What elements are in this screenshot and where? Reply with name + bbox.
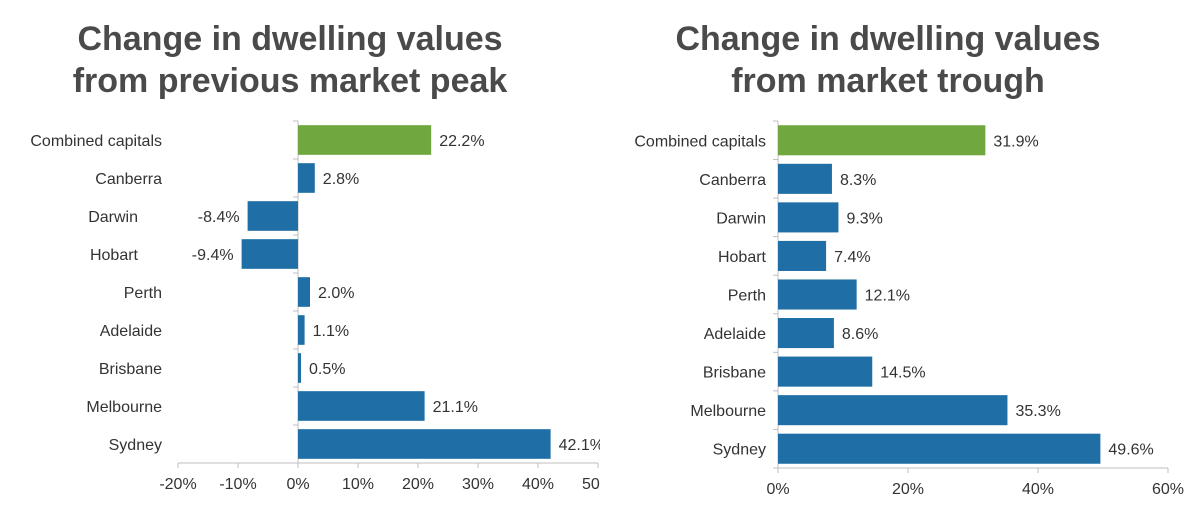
left-category-label: Darwin [88, 209, 138, 226]
left-category-label: Sydney [109, 437, 162, 454]
left-value-label: 21.1% [433, 399, 478, 416]
right-chart-title-line-1: Change in dwelling values [675, 20, 1101, 58]
left-category-label: Adelaide [100, 323, 162, 340]
right-x-tick-label: 40% [1022, 481, 1054, 498]
right-value-label: 8.6% [842, 326, 878, 343]
right-category-label: Combined capitals [634, 133, 766, 150]
right-x-tick-label: 60% [1152, 481, 1184, 498]
left-bar-sydney [298, 429, 551, 459]
left-value-label: -9.4% [192, 247, 234, 264]
right-value-label: 35.3% [1015, 403, 1060, 420]
left-bar-adelaide [298, 315, 305, 345]
left-chart-title-line-2: from previous market peak [72, 62, 508, 100]
right-chart-title-line-2: from market trough [731, 62, 1045, 100]
right-category-label: Adelaide [704, 326, 766, 343]
left-bar-melbourne [298, 391, 425, 421]
left-value-label: 42.1% [559, 437, 600, 454]
left-value-label: 2.8% [323, 171, 359, 188]
right-bar-perth [778, 279, 857, 310]
left-value-label: 1.1% [313, 323, 349, 340]
left-category-label: Hobart [90, 247, 139, 264]
left-value-label: -8.4% [198, 209, 240, 226]
left-bar-combined-capitals [298, 125, 432, 155]
right-x-tick-label: 0% [766, 481, 789, 498]
left-chart-title-line-1: Change in dwelling values [77, 20, 503, 58]
left-bar-brisbane [298, 353, 301, 383]
left-chart-title: Change in dwelling values from previous … [10, 18, 570, 102]
right-bar-adelaide [778, 318, 834, 349]
right-category-label: Brisbane [703, 365, 766, 382]
left-x-tick-label: 20% [402, 476, 434, 493]
right-value-label: 9.3% [846, 210, 882, 227]
right-bar-melbourne [778, 395, 1008, 426]
left-bar-hobart [241, 239, 298, 269]
right-bar-combined-capitals [778, 125, 986, 156]
right-value-label: 49.6% [1108, 442, 1153, 459]
left-category-label: Perth [124, 285, 162, 302]
left-value-label: 2.0% [318, 285, 354, 302]
left-category-label: Melbourne [86, 399, 162, 416]
left-x-tick-label: 10% [342, 476, 374, 493]
right-bar-canberra [778, 163, 832, 194]
left-value-label: 0.5% [309, 361, 345, 378]
right-bar-hobart [778, 240, 827, 271]
right-chart-title: Change in dwelling values from market tr… [598, 18, 1178, 102]
right-bar-brisbane [778, 356, 873, 387]
right-value-label: 7.4% [834, 249, 870, 266]
right-category-label: Canberra [699, 172, 766, 189]
right-bar-darwin [778, 202, 839, 233]
right-category-label: Hobart [718, 249, 767, 266]
left-x-tick-label: 0% [286, 476, 309, 493]
left-category-label: Combined capitals [30, 133, 162, 150]
left-bar-perth [298, 277, 310, 307]
left-x-tick-label: -20% [159, 476, 196, 493]
left-bar-chart: -20% -10% 0% 10% 20% 30% 40% 50% Combined capita… [30, 120, 600, 493]
left-bar-darwin [247, 201, 298, 231]
right-bar-sydney [778, 433, 1101, 464]
left-x-tick-label: 40% [522, 476, 554, 493]
right-category-label: Perth [728, 288, 766, 305]
left-x-tick-label: -10% [219, 476, 256, 493]
left-category-label: Brisbane [99, 361, 162, 378]
right-value-label: 14.5% [880, 365, 925, 382]
right-value-label: 31.9% [993, 133, 1038, 150]
right-value-label: 8.3% [840, 172, 876, 189]
right-value-label: 12.1% [865, 288, 910, 305]
left-x-tick-label: 50% [582, 476, 600, 493]
right-category-label: Darwin [716, 210, 766, 227]
right-category-label: Melbourne [690, 403, 766, 420]
right-x-tick-label: 20% [892, 481, 924, 498]
left-bar-canberra [298, 163, 315, 193]
left-x-tick-label: 30% [462, 476, 494, 493]
right-category-label: Sydney [713, 442, 766, 459]
left-value-label: 22.2% [439, 133, 484, 150]
left-category-label: Canberra [95, 171, 162, 188]
